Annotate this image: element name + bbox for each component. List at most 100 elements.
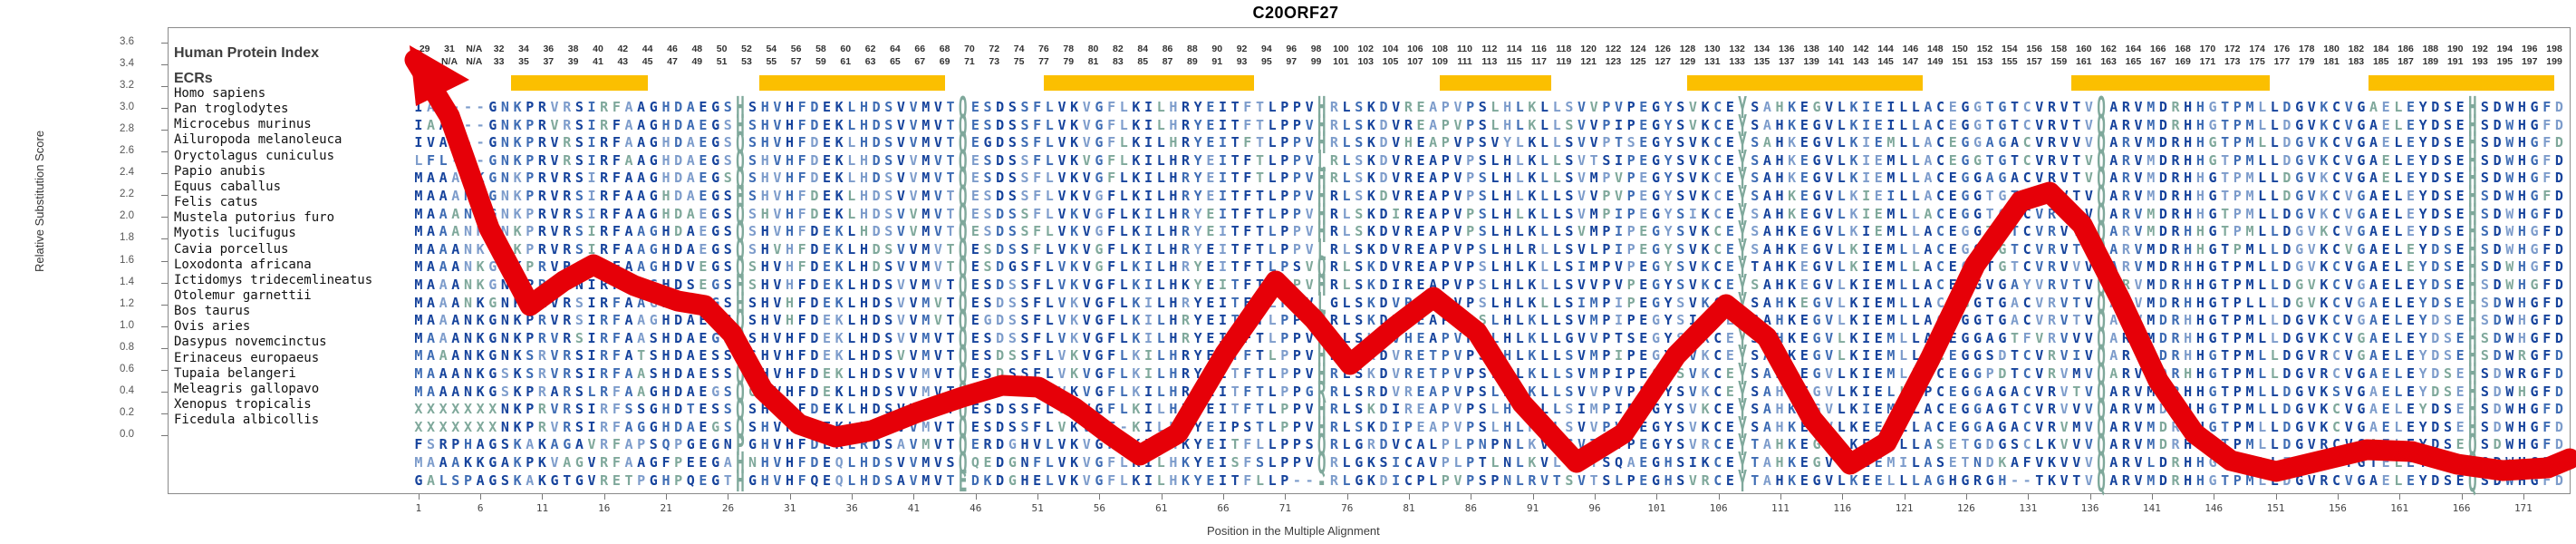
residue: G [488,347,497,364]
residue: L [2270,116,2279,133]
residue: G [649,223,658,240]
residue: V [1688,418,1697,435]
residue: M [921,365,931,382]
residue: V [1577,471,1587,489]
residue: A [439,240,448,257]
x-tick-label: 116 [1833,502,1852,514]
residue: L [1268,99,1277,115]
residue: L [847,329,856,346]
residue: R [600,401,609,418]
residue: R [2047,205,2056,222]
residue: S [1676,294,1685,311]
residue: L [847,258,856,276]
index-number: 149 [1927,56,1944,67]
residue: D [2431,188,2440,204]
residue: E [822,294,831,311]
residue: V [2084,116,2093,133]
x-tick-mark [1099,494,1101,500]
residue: H [786,151,795,169]
residue: G [488,454,497,471]
residue: F [1243,401,1252,418]
residue: R [1182,329,1191,346]
index-number: 152 [1976,44,1993,54]
residue: H [1169,205,1178,222]
residue: D [2282,365,2291,382]
residue: P [1602,240,1611,257]
residue: V [1688,294,1697,311]
residue: I [1218,188,1227,204]
index-number: 102 [1357,44,1374,54]
residue: V [2134,365,2143,382]
residue: V [2084,277,2093,293]
residue: R [563,258,572,276]
residue: D [2493,205,2502,222]
residue: V [933,151,942,169]
residue: L [1491,223,1500,240]
residue: M [2147,116,2156,133]
residue: C [2022,401,2031,418]
residue: D [674,151,683,169]
residue: R [600,471,609,489]
residue: G [2295,99,2304,115]
residue: T [1751,436,1760,453]
residue: M [921,188,931,204]
residue: L [1552,365,1561,382]
residue: G [649,418,658,435]
residue: P [1466,223,1475,240]
residue: E [1948,134,1957,151]
residue: K [476,347,485,364]
residue: V [1057,205,1066,222]
residue: K [1132,116,1141,133]
residue: M [414,170,423,187]
residue: A [1429,116,1438,133]
residue: T [1230,258,1240,276]
residue: C [2332,454,2341,471]
residue: E [1416,205,1425,222]
residue: N [463,277,472,293]
residue: G [649,294,658,311]
residue: L [1156,240,1165,257]
residue: D [872,383,881,400]
residue: S [1008,240,1017,257]
x-tick-label: 151 [2266,502,2285,514]
residue: K [1366,365,1375,382]
residue: S [748,134,757,151]
residue: L [1911,188,1920,204]
residue: K [835,436,844,453]
residue: A [723,454,732,471]
residue: T [1255,312,1264,329]
residue: S [1020,116,1029,133]
residue: V [909,436,918,453]
residue: T [1985,240,1994,257]
residue: M [1886,401,1896,418]
residue: V [2307,436,2316,453]
residue: H [760,329,769,346]
residue: V [1057,294,1066,311]
residue: V [1057,312,1066,329]
residue: V [909,240,918,257]
residue: E [1639,277,1648,293]
residue: S [1020,258,1029,276]
residue: R [1182,365,1191,382]
residue: P [1292,294,1301,311]
residue: F [1107,134,1116,151]
residue: K [1701,383,1710,400]
residue: L [1552,170,1561,187]
residue: S [2443,240,2452,257]
residue: S [884,383,893,400]
residue: V [1453,418,1462,435]
residue: C [1936,294,1945,311]
residue: H [1775,294,1784,311]
residue: A [1429,401,1438,418]
residue: L [1045,312,1054,329]
residue: L [847,436,856,453]
residue: G [488,99,497,115]
residue: L [1540,151,1549,169]
residue: L [1515,151,1524,169]
residue: L [1515,116,1524,133]
residue: K [1070,471,1079,489]
residue: E [1725,170,1734,187]
residue: D [2554,151,2563,169]
residue: G [488,134,497,151]
residue: T [946,205,955,222]
